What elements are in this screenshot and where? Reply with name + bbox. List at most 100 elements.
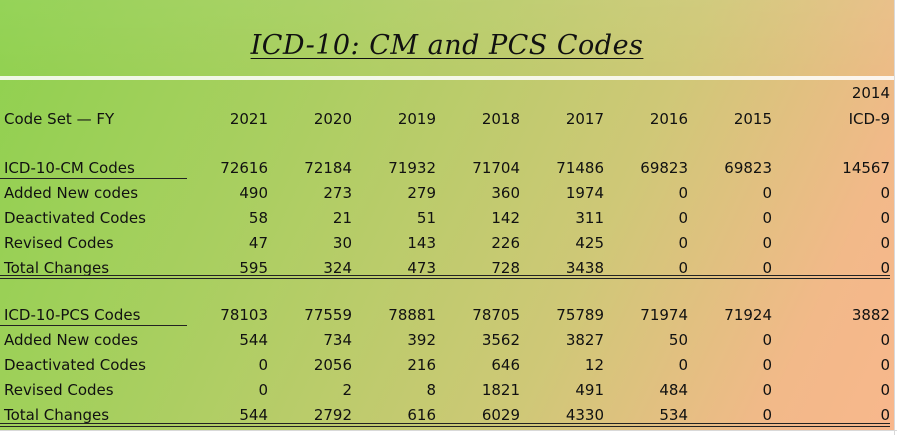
cm-row-label: Added New codes (4, 184, 139, 202)
pcs-cell: 734 (323, 331, 352, 349)
pcs-cell: 0 (762, 406, 772, 424)
pcs-cell: 392 (407, 331, 436, 349)
pcs-row-label: Total Changes (4, 406, 110, 424)
pcs-cell: 0 (762, 381, 772, 399)
cm-cell: 21 (332, 209, 352, 227)
cm-label-underline (0, 178, 187, 179)
cm-cell: 72616 (220, 159, 268, 177)
cm-cell: 226 (491, 234, 520, 252)
pcs-cell: 78705 (472, 306, 520, 324)
cm-cell: 0 (678, 259, 688, 277)
pcs-cell: 12 (584, 356, 604, 374)
pcs-cell: 4330 (565, 406, 604, 424)
cm-cell: 0 (678, 184, 688, 202)
cm-cell: 71704 (472, 159, 520, 177)
pcs-cell: 616 (407, 406, 436, 424)
cm-cell: 142 (491, 209, 520, 227)
pcs-cell: 78103 (220, 306, 268, 324)
pcs-cell: 534 (659, 406, 688, 424)
title-band (0, 0, 894, 76)
cm-cell: 279 (407, 184, 436, 202)
cm-cell: 360 (491, 184, 520, 202)
cm-cell: 595 (239, 259, 268, 277)
pcs-cell: 0 (880, 331, 890, 349)
cm-cell: 311 (575, 209, 604, 227)
cm-cell: 728 (491, 259, 520, 277)
cm-cell: 3438 (565, 259, 604, 277)
header-year: 2021 (229, 110, 268, 128)
pcs-cell: 2056 (313, 356, 352, 374)
pcs-cell: 1821 (481, 381, 520, 399)
header-2014-note: 2014 (851, 84, 890, 102)
cm-cell: 0 (880, 209, 890, 227)
cm-cell: 0 (880, 234, 890, 252)
pcs-cell: 491 (575, 381, 604, 399)
cm-row-label: Revised Codes (4, 234, 114, 252)
pcs-row-label: Revised Codes (4, 381, 114, 399)
cm-cell: 69823 (724, 159, 772, 177)
sheet-gridline (0, 430, 897, 431)
pcs-label-underline (0, 325, 187, 326)
pcs-cell: 0 (258, 356, 268, 374)
cm-cell: 0 (678, 209, 688, 227)
sheet-gridline (894, 0, 895, 435)
pcs-cell: 2 (342, 381, 352, 399)
cm-cell: 0 (762, 259, 772, 277)
cm-cell: 14567 (842, 159, 890, 177)
header-year: 2019 (397, 110, 436, 128)
header-separator (0, 76, 894, 80)
pcs-total-rule (0, 423, 890, 427)
cm-cell: 71486 (556, 159, 604, 177)
pcs-cell: 0 (762, 331, 772, 349)
pcs-cell: 6029 (481, 406, 520, 424)
pcs-cell: 0 (880, 381, 890, 399)
header-year: ICD-9 (848, 110, 890, 128)
cm-cell: 51 (416, 209, 436, 227)
cm-cell: 0 (762, 209, 772, 227)
cm-cell: 0 (880, 259, 890, 277)
pcs-cell: 0 (880, 356, 890, 374)
pcs-cell: 71974 (640, 306, 688, 324)
pcs-cell: 3562 (481, 331, 520, 349)
header-year: 2020 (313, 110, 352, 128)
cm-cell: 0 (762, 184, 772, 202)
cm-row-label: ICD-10-CM Codes (4, 159, 135, 177)
header-year: 2017 (565, 110, 604, 128)
pcs-cell: 75789 (556, 306, 604, 324)
pcs-cell: 0 (258, 381, 268, 399)
cm-cell: 324 (323, 259, 352, 277)
pcs-cell: 78881 (388, 306, 436, 324)
pcs-cell: 0 (762, 356, 772, 374)
pcs-cell: 544 (239, 331, 268, 349)
header-label: Code Set — FY (4, 110, 115, 128)
pcs-cell: 71924 (724, 306, 772, 324)
pcs-cell: 544 (239, 406, 268, 424)
cm-cell: 69823 (640, 159, 688, 177)
pcs-cell: 3827 (565, 331, 604, 349)
cm-row-label: Deactivated Codes (4, 209, 146, 227)
cm-cell: 273 (323, 184, 352, 202)
cm-cell: 72184 (304, 159, 352, 177)
pcs-cell: 0 (678, 356, 688, 374)
pcs-cell: 50 (668, 331, 688, 349)
cm-cell: 0 (762, 234, 772, 252)
cm-cell: 473 (407, 259, 436, 277)
header-year: 2016 (649, 110, 688, 128)
cm-cell: 425 (575, 234, 604, 252)
cm-total-rule (0, 275, 890, 279)
cm-cell: 30 (332, 234, 352, 252)
pcs-cell: 2792 (313, 406, 352, 424)
cm-cell: 1974 (565, 184, 604, 202)
pcs-cell: 0 (880, 406, 890, 424)
cm-cell: 71932 (388, 159, 436, 177)
page-title: ICD-10: CM and PCS Codes (250, 30, 644, 61)
pcs-cell: 484 (659, 381, 688, 399)
header-year: 2015 (733, 110, 772, 128)
cm-cell: 47 (248, 234, 268, 252)
pcs-row-label: ICD-10-PCS Codes (4, 306, 141, 324)
cm-cell: 0 (678, 234, 688, 252)
cm-cell: 490 (239, 184, 268, 202)
pcs-cell: 8 (426, 381, 436, 399)
cm-cell: 58 (248, 209, 268, 227)
